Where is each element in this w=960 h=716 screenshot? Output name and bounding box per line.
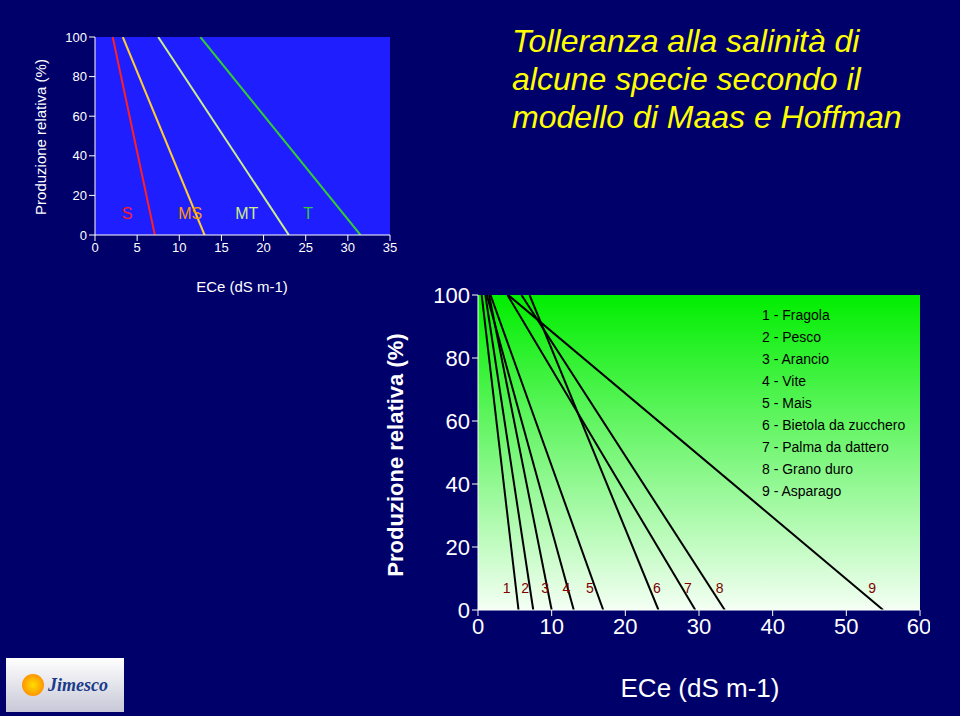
svg-text:0: 0 <box>458 598 470 623</box>
svg-text:2: 2 <box>521 580 529 596</box>
svg-text:0: 0 <box>91 240 98 255</box>
html-text:Jimesco: Jimesco <box>48 674 108 695</box>
svg-text:5: 5 <box>586 580 594 596</box>
svg-text:ECe (dS m-1): ECe (dS m-1) <box>621 673 780 703</box>
svg-text:1: 1 <box>503 580 511 596</box>
svg-text:80: 80 <box>446 346 470 371</box>
svg-text:100: 100 <box>433 283 470 308</box>
svg-text:6: 6 <box>653 580 661 596</box>
html-text:6 - Bietola da zucchero: 6 - Bietola da zucchero <box>762 417 906 433</box>
html-text:9 - Asparago: 9 - Asparago <box>762 483 842 499</box>
svg-text:60: 60 <box>73 109 87 124</box>
svg-text:60: 60 <box>446 409 470 434</box>
svg-text:20: 20 <box>73 188 87 203</box>
svg-text:MS: MS <box>178 205 202 222</box>
html-text:2 - Pesco: 2 - Pesco <box>762 329 822 345</box>
svg-text:50: 50 <box>834 614 858 639</box>
svg-text:ECe (dS m-1): ECe (dS m-1) <box>196 278 288 295</box>
svg-text:40: 40 <box>73 148 87 163</box>
html-text:Tolleranza alla salinità di al: Tolleranza alla salinità di alcune speci… <box>512 23 902 135</box>
svg-text:30: 30 <box>341 240 355 255</box>
svg-text:3: 3 <box>541 580 549 596</box>
html-text:1 - Fragola: 1 - Fragola <box>762 307 830 323</box>
svg-text:0: 0 <box>472 614 484 639</box>
svg-text:S: S <box>122 205 133 222</box>
svg-text:20: 20 <box>613 614 637 639</box>
svg-text:20: 20 <box>446 535 470 560</box>
svg-text:MT: MT <box>235 205 258 222</box>
svg-text:5: 5 <box>134 240 141 255</box>
svg-text:Produzione relativa (%): Produzione relativa (%) <box>32 59 49 215</box>
html-text:7 - Palma da dattero: 7 - Palma da dattero <box>762 439 889 455</box>
svg-text:30: 30 <box>687 614 711 639</box>
svg-text:7: 7 <box>684 580 692 596</box>
svg-text:15: 15 <box>214 240 228 255</box>
html-text:8 - Grano duro: 8 - Grano duro <box>762 461 854 477</box>
html-text:4 - Vite: 4 - Vite <box>762 373 807 389</box>
svg-text:100: 100 <box>65 30 87 45</box>
html-text:5 - Mais: 5 - Mais <box>762 395 812 411</box>
svg-text:20: 20 <box>256 240 270 255</box>
svg-text:Produzione relativa (%): Produzione relativa (%) <box>383 333 408 576</box>
svg-text:35: 35 <box>383 240 397 255</box>
svg-text:25: 25 <box>298 240 312 255</box>
svg-text:0: 0 <box>80 228 87 243</box>
svg-text:10: 10 <box>539 614 563 639</box>
svg-text:T: T <box>303 205 313 222</box>
svg-text:60: 60 <box>907 614 930 639</box>
svg-text:4: 4 <box>563 580 571 596</box>
svg-text:9: 9 <box>868 580 876 596</box>
svg-text:40: 40 <box>760 614 784 639</box>
html-text:3 - Arancio: 3 - Arancio <box>762 351 829 367</box>
svg-text:10: 10 <box>172 240 186 255</box>
svg-text:40: 40 <box>446 472 470 497</box>
svg-text:80: 80 <box>73 69 87 84</box>
svg-text:8: 8 <box>716 580 724 596</box>
